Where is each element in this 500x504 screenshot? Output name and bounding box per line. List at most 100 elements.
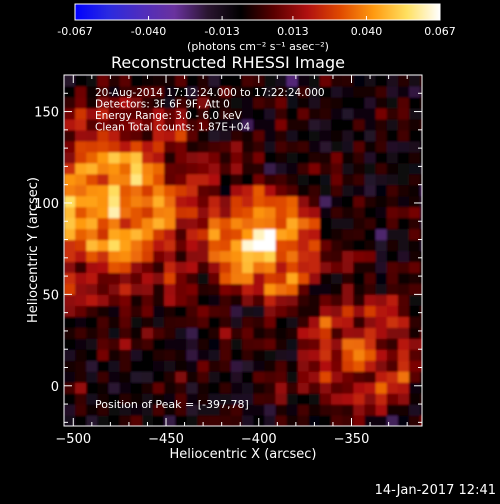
heatmap-cell <box>386 162 399 175</box>
heatmap-cell <box>353 184 366 197</box>
heatmap-cell <box>86 184 98 197</box>
heatmap-cell <box>130 184 143 197</box>
heatmap-cell <box>353 129 366 142</box>
heatmap-cell <box>64 261 76 274</box>
heatmap-cell <box>319 129 332 142</box>
heatmap-cell <box>397 415 410 426</box>
heatmap-cell <box>164 85 176 98</box>
heatmap-cell <box>364 305 377 317</box>
heatmap-cell <box>397 404 410 416</box>
heatmap-cell <box>86 75 98 87</box>
heatmap-cell <box>130 118 143 131</box>
heatmap-cell <box>264 338 277 350</box>
heatmap-cell <box>119 415 132 426</box>
heatmap-cell <box>208 195 221 208</box>
heatmap-cell <box>375 250 388 263</box>
heatmap-cell <box>375 96 388 109</box>
heatmap-cell <box>86 140 98 153</box>
heatmap-cell <box>308 75 321 87</box>
heatmap-cell <box>342 393 354 405</box>
heatmap-cell <box>397 294 410 306</box>
heatmap-cell <box>375 404 388 416</box>
heatmap-cell <box>364 173 377 186</box>
heatmap-cell <box>153 250 165 263</box>
heatmap-cell <box>297 217 310 230</box>
heatmap-cell <box>253 272 265 285</box>
heatmap-cell <box>386 393 399 405</box>
heatmap-cell <box>409 261 421 274</box>
heatmap-cell <box>264 96 277 109</box>
heatmap-cell <box>108 305 121 317</box>
heatmap-cell <box>275 85 288 98</box>
heatmap-cell <box>75 96 87 109</box>
heatmap-cell <box>219 206 232 219</box>
heatmap-cell <box>153 327 165 339</box>
heatmap-cell <box>242 327 254 339</box>
heatmap-cell <box>141 162 154 175</box>
heatmap-cell <box>75 195 87 208</box>
heatmap-cell <box>175 294 188 306</box>
heatmap-cell <box>342 239 354 252</box>
heatmap-cell <box>64 184 76 197</box>
heatmap-cell <box>397 283 410 295</box>
heatmap-cell <box>108 250 121 263</box>
heatmap-cell <box>153 294 165 306</box>
heatmap-cell <box>130 140 143 153</box>
heatmap-cell <box>331 195 343 208</box>
heatmap-cell <box>75 173 87 186</box>
heatmap-cell <box>286 107 299 120</box>
heatmap-cell <box>130 107 143 120</box>
heatmap-cell <box>64 85 76 98</box>
heatmap-cell <box>175 272 188 285</box>
heatmap-cell <box>186 316 199 328</box>
heatmap-cell <box>186 349 199 361</box>
heatmap-cell <box>219 349 232 361</box>
heatmap-cell <box>386 239 399 252</box>
heatmap-cell <box>119 382 132 394</box>
heatmap-cell <box>308 360 321 372</box>
heatmap-cell <box>342 338 354 350</box>
heatmap-cell <box>64 173 76 186</box>
heatmap-cell <box>420 96 422 109</box>
heatmap-cell <box>197 382 210 394</box>
heatmap-cell <box>420 206 422 219</box>
heatmap-cell <box>164 250 176 263</box>
heatmap-cell <box>97 404 110 416</box>
heatmap-cell <box>242 151 254 164</box>
heatmap-cell <box>97 162 110 175</box>
heatmap-cell <box>164 140 176 153</box>
heatmap-cell <box>375 294 388 306</box>
heatmap-cell <box>119 75 132 87</box>
heatmap-cell <box>86 107 98 120</box>
heatmap-cell <box>420 261 422 274</box>
heatmap-cell <box>175 173 188 186</box>
heatmap-cell <box>130 261 143 274</box>
heatmap-cell <box>331 404 343 416</box>
heatmap-cell <box>275 140 288 153</box>
heatmap-cell <box>219 173 232 186</box>
heatmap-cell <box>186 96 199 109</box>
colorbar-strip <box>74 3 441 21</box>
heatmap-cell <box>153 173 165 186</box>
heatmap-cell <box>75 250 87 263</box>
heatmap-cell <box>386 283 399 295</box>
heatmap-cell <box>375 173 388 186</box>
heatmap-cell <box>264 217 277 230</box>
heatmap-cell <box>253 250 265 263</box>
heatmap-cell <box>409 173 421 186</box>
heatmap-cell <box>331 96 343 109</box>
heatmap-cell <box>230 140 243 153</box>
heatmap-cell <box>375 327 388 339</box>
heatmap-cell <box>164 327 176 339</box>
heatmap-cell <box>308 305 321 317</box>
heatmap-cell <box>242 371 254 383</box>
heatmap-cell <box>364 228 377 241</box>
heatmap-cell <box>230 294 243 306</box>
heatmap-cell <box>164 272 176 285</box>
heatmap-cell <box>130 404 143 416</box>
heatmap-cell <box>64 75 76 87</box>
heatmap-cell <box>119 228 132 241</box>
heatmap-cell <box>230 360 243 372</box>
heatmap-cell <box>331 184 343 197</box>
heatmap-cell <box>175 107 188 120</box>
